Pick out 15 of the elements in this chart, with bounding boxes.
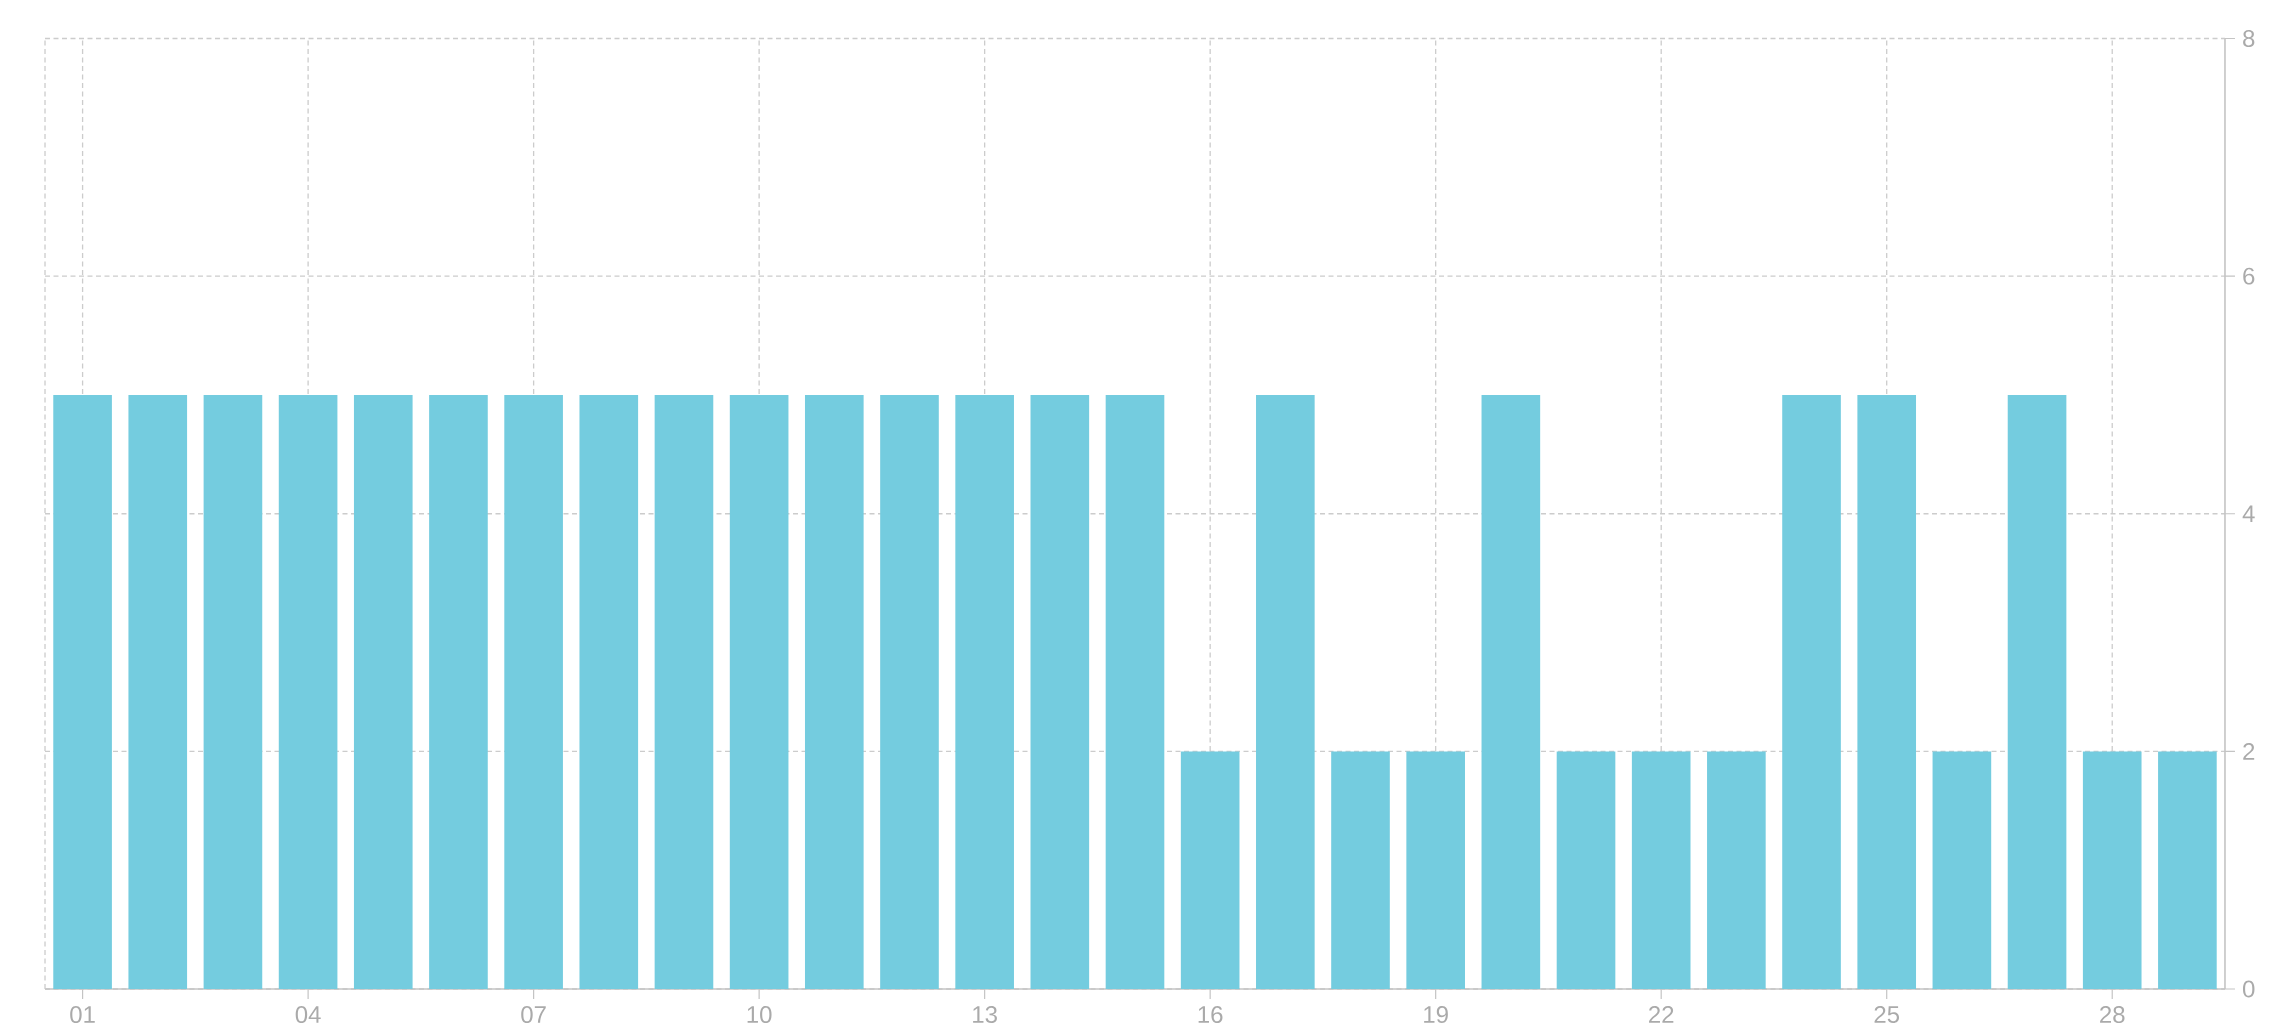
y-tick-label: 0 — [2242, 980, 2255, 998]
y-tick-label: 4 — [2242, 505, 2255, 523]
x-tick-label: 04 — [295, 1006, 321, 1024]
x-tick-label: 16 — [1198, 1006, 1223, 1024]
x-tick-label: 10 — [747, 1006, 772, 1024]
x-tick-label: 01 — [70, 1006, 95, 1024]
x-tick-label: 22 — [1649, 1006, 1674, 1023]
y-tick-label: 8 — [2243, 30, 2255, 47]
x-tick-label: 13 — [973, 1006, 997, 1024]
y-tick-label: 2 — [2243, 743, 2255, 760]
x-tick-label: 19 — [1424, 1006, 1448, 1024]
x-tick-label: 07 — [521, 1006, 546, 1024]
x-tick-label: 25 — [1874, 1006, 1900, 1024]
y-tick-label: 6 — [2243, 267, 2255, 285]
x-tick-label: 28 — [2100, 1006, 2125, 1024]
